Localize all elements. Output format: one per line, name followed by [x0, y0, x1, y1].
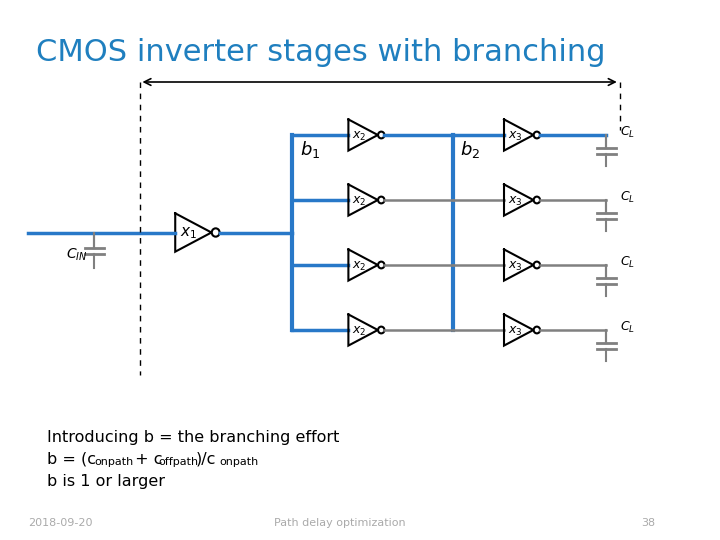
Text: $b_1$: $b_1$ [300, 139, 320, 160]
Text: $x_3$: $x_3$ [508, 259, 522, 273]
Text: + c: + c [130, 452, 163, 467]
Text: $C_L$: $C_L$ [620, 124, 635, 139]
Text: b is 1 or larger: b is 1 or larger [47, 474, 165, 489]
Text: $x_3$: $x_3$ [508, 194, 522, 207]
Text: $x_2$: $x_2$ [352, 325, 366, 338]
Text: onpath: onpath [94, 457, 134, 467]
Text: CMOS inverter stages with branching: CMOS inverter stages with branching [36, 38, 606, 67]
Text: $x_2$: $x_2$ [352, 259, 366, 273]
Text: $C_L$: $C_L$ [620, 190, 635, 205]
Text: $x_2$: $x_2$ [352, 194, 366, 207]
Text: $C_{IN}$: $C_{IN}$ [66, 246, 88, 263]
Text: offpath: offpath [158, 457, 199, 467]
Text: $b_2$: $b_2$ [460, 139, 480, 160]
Text: Path delay optimization: Path delay optimization [274, 518, 405, 528]
Text: Introducing b = the branching effort: Introducing b = the branching effort [47, 430, 340, 445]
Text: $C_L$: $C_L$ [620, 320, 635, 335]
Text: $x_2$: $x_2$ [352, 130, 366, 143]
Text: 38: 38 [642, 518, 655, 528]
Text: $x_3$: $x_3$ [508, 130, 522, 143]
Text: $x_1$: $x_1$ [180, 226, 197, 241]
Text: 2018-09-20: 2018-09-20 [28, 518, 93, 528]
Text: $x_3$: $x_3$ [508, 325, 522, 338]
Text: b = (c: b = (c [47, 452, 96, 467]
Text: $C_L$: $C_L$ [620, 254, 635, 269]
Text: onpath: onpath [220, 457, 259, 467]
Text: )/c: )/c [196, 452, 217, 467]
